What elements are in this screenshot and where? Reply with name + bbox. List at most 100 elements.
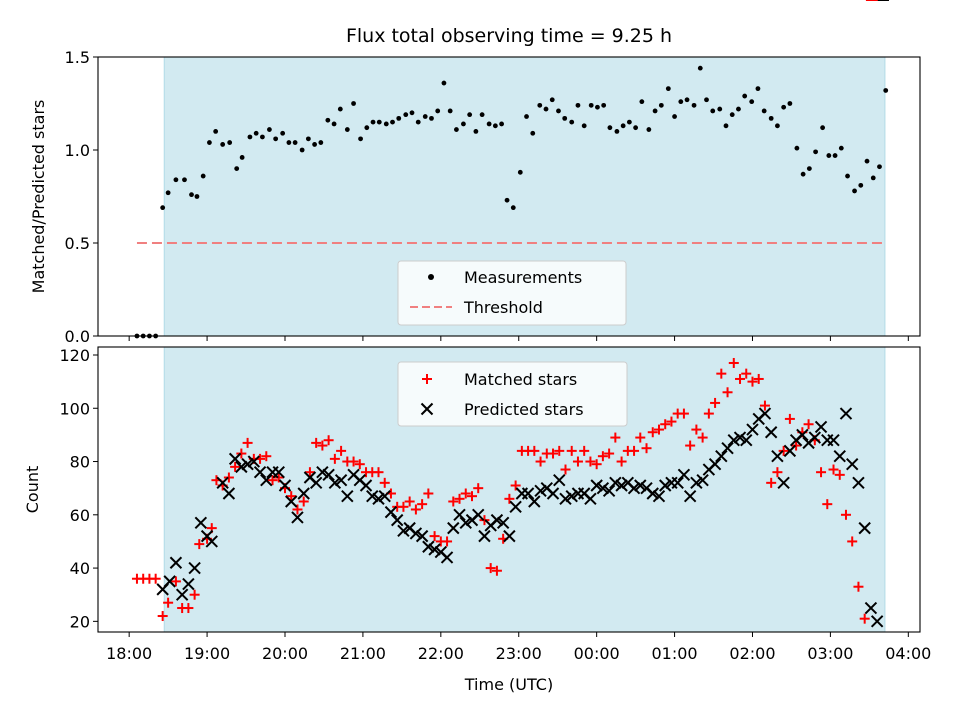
predicted-star-point	[740, 434, 753, 447]
measurement-point	[305, 136, 311, 142]
predicted-star-point	[422, 540, 435, 553]
measurement-point	[556, 108, 561, 114]
predicted-star-point	[384, 505, 398, 519]
matched-star-point	[466, 491, 477, 502]
measurement-point	[461, 121, 466, 127]
measurement-point	[864, 158, 870, 164]
matched-star-point	[560, 464, 571, 475]
matched-star-point	[616, 456, 627, 467]
matched-star-point	[710, 397, 721, 408]
legend-matched-label: Matched stars	[464, 370, 577, 389]
matched-star-point	[348, 456, 359, 467]
measurement-point	[524, 114, 529, 119]
matched-star-point	[591, 459, 602, 470]
measurement-point	[877, 164, 882, 170]
predicted-star-point	[721, 442, 734, 455]
measurement-point	[543, 106, 549, 112]
measurement-point	[581, 123, 587, 129]
measurement-point	[504, 197, 510, 203]
predicted-star-point	[565, 489, 578, 503]
matched-star-point	[828, 464, 839, 475]
matched-star-point	[784, 413, 795, 424]
predicted-star-point	[241, 457, 254, 471]
count-x-tick-label: 04:00	[885, 644, 931, 663]
count-x-tick-label: 02:00	[729, 644, 775, 663]
matched-star-point	[261, 451, 272, 462]
predicted-star-point	[553, 473, 566, 487]
count-x-tick-label: 01:00	[652, 644, 698, 663]
measurement-point	[633, 125, 639, 131]
count-x-tick-label: 22:00	[418, 644, 464, 663]
matched-star-point	[653, 424, 664, 435]
predicted-star-point	[783, 444, 797, 458]
predicted-star-point	[677, 468, 691, 482]
matched-star-point	[460, 488, 471, 499]
predicted-stars-points	[156, 0, 889, 628]
predicted-star-point	[777, 476, 790, 490]
predicted-star-point	[758, 407, 772, 420]
matched-star-point	[579, 445, 590, 456]
measurement-point	[182, 177, 187, 183]
measurement-point	[575, 102, 581, 108]
predicted-star-point	[546, 487, 560, 500]
predicted-star-point	[216, 476, 229, 490]
predicted-star-point	[253, 465, 267, 479]
matched-star-point	[722, 387, 733, 398]
measurement-point	[820, 125, 826, 131]
chart-title: Flux total observing time = 9.25 h	[346, 25, 672, 47]
measurement-point	[200, 173, 206, 179]
measurement-point	[704, 97, 709, 103]
measurement-point	[723, 123, 729, 129]
matched-star-point	[336, 445, 347, 456]
matched-star-point	[554, 445, 565, 456]
measurement-point	[652, 108, 658, 114]
measurement-point	[435, 108, 441, 114]
measurement-point	[755, 86, 761, 92]
measurement-point	[672, 114, 677, 119]
measurement-point	[781, 104, 787, 110]
matched-star-point	[150, 573, 161, 584]
ratio-y-axis-label: Matched/Predicted stars	[29, 100, 48, 294]
measurement-point	[318, 140, 324, 145]
matched-star-point	[398, 501, 409, 512]
count-x-axis-label: Time (UTC)	[464, 675, 553, 694]
matched-star-point	[716, 368, 727, 379]
predicted-star-point	[627, 481, 641, 495]
count-legend-box	[397, 361, 628, 427]
measurement-point	[517, 169, 523, 175]
predicted-star-point	[839, 407, 853, 420]
predicted-star-point	[827, 434, 840, 447]
measurement-point	[639, 99, 645, 105]
predicted-star-point	[596, 481, 610, 495]
predicted-star-point	[833, 449, 846, 463]
measurement-point	[267, 127, 272, 132]
measurement-point	[273, 136, 279, 142]
measurement-point	[331, 121, 337, 127]
matched-star-point	[491, 565, 502, 576]
matched-star-point	[454, 493, 465, 504]
predicted-star-point	[683, 489, 697, 503]
matched-star-point	[834, 469, 845, 480]
legend-measurements-label: Measurements	[464, 268, 582, 287]
predicted-star-point	[309, 476, 323, 490]
count-x-tick-label: 20:00	[262, 644, 308, 663]
predicted-star-point	[690, 476, 703, 490]
measurement-point	[813, 149, 818, 155]
matched-star-point	[273, 472, 284, 483]
matched-star-point	[473, 483, 484, 494]
measurement-point	[409, 110, 415, 116]
predicted-star-point	[459, 516, 472, 530]
predicted-star-point	[359, 479, 373, 492]
ratio-y-tick-label: 0.0	[65, 327, 90, 346]
count-y-axis: 20 40 60 80 100 120	[59, 346, 98, 631]
measurement-point	[160, 205, 166, 211]
predicted-star-point	[590, 479, 603, 492]
predicted-star-point	[328, 476, 342, 490]
predicted-star-point	[428, 543, 441, 556]
measurement-point	[253, 130, 259, 136]
matched-star-point	[853, 581, 864, 592]
predicted-star-point	[222, 487, 236, 500]
measurement-point	[165, 190, 171, 196]
measurement-point	[370, 119, 376, 125]
matched-star-point	[641, 443, 652, 454]
